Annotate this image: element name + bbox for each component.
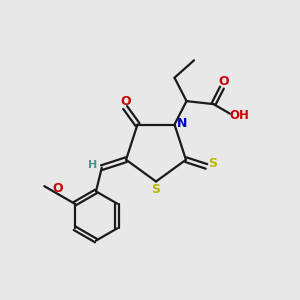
Text: OH: OH <box>230 109 250 122</box>
Text: N: N <box>177 116 187 130</box>
Text: S: S <box>208 157 217 170</box>
Text: H: H <box>88 160 98 170</box>
Text: O: O <box>53 182 63 196</box>
Text: O: O <box>218 75 229 88</box>
Text: S: S <box>152 183 160 196</box>
Text: O: O <box>121 95 131 108</box>
